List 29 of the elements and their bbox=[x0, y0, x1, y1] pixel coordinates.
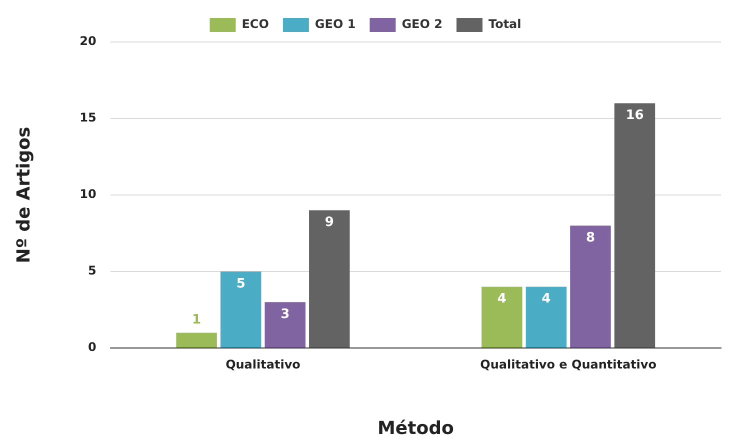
legend-label: ECO bbox=[242, 17, 269, 32]
data-label: 1 bbox=[192, 312, 202, 328]
data-label: 8 bbox=[586, 230, 595, 246]
data-label: 9 bbox=[324, 215, 334, 230]
y-axis-title: Nº de Artigos bbox=[13, 126, 34, 264]
y-tick-label: 15 bbox=[80, 110, 96, 125]
legend-label: GEO 2 bbox=[402, 17, 442, 32]
data-label: 4 bbox=[497, 292, 506, 307]
x-tick-label: Qualitativo bbox=[226, 357, 300, 372]
bar bbox=[526, 286, 567, 348]
bar bbox=[220, 272, 262, 348]
y-tick-label: 0 bbox=[88, 340, 96, 354]
data-label: 3 bbox=[280, 306, 290, 322]
data-label: 5 bbox=[236, 276, 246, 292]
bar bbox=[309, 210, 350, 348]
bar bbox=[264, 302, 306, 348]
x-axis-title: Método bbox=[377, 418, 454, 439]
bar bbox=[482, 286, 522, 348]
bar bbox=[614, 103, 656, 348]
y-tick-label: 10 bbox=[80, 187, 96, 202]
legend-label: GEO 1 bbox=[314, 17, 356, 32]
data-label: 4 bbox=[542, 292, 551, 307]
data-label: 16 bbox=[626, 108, 644, 124]
bar bbox=[176, 332, 217, 348]
legend-label: Total bbox=[488, 17, 522, 32]
x-tick-label: Qualitativo e Quantitativo bbox=[480, 357, 656, 372]
y-tick-label: 20 bbox=[80, 34, 96, 48]
y-tick-label: 5 bbox=[88, 264, 96, 278]
bar bbox=[570, 226, 611, 348]
